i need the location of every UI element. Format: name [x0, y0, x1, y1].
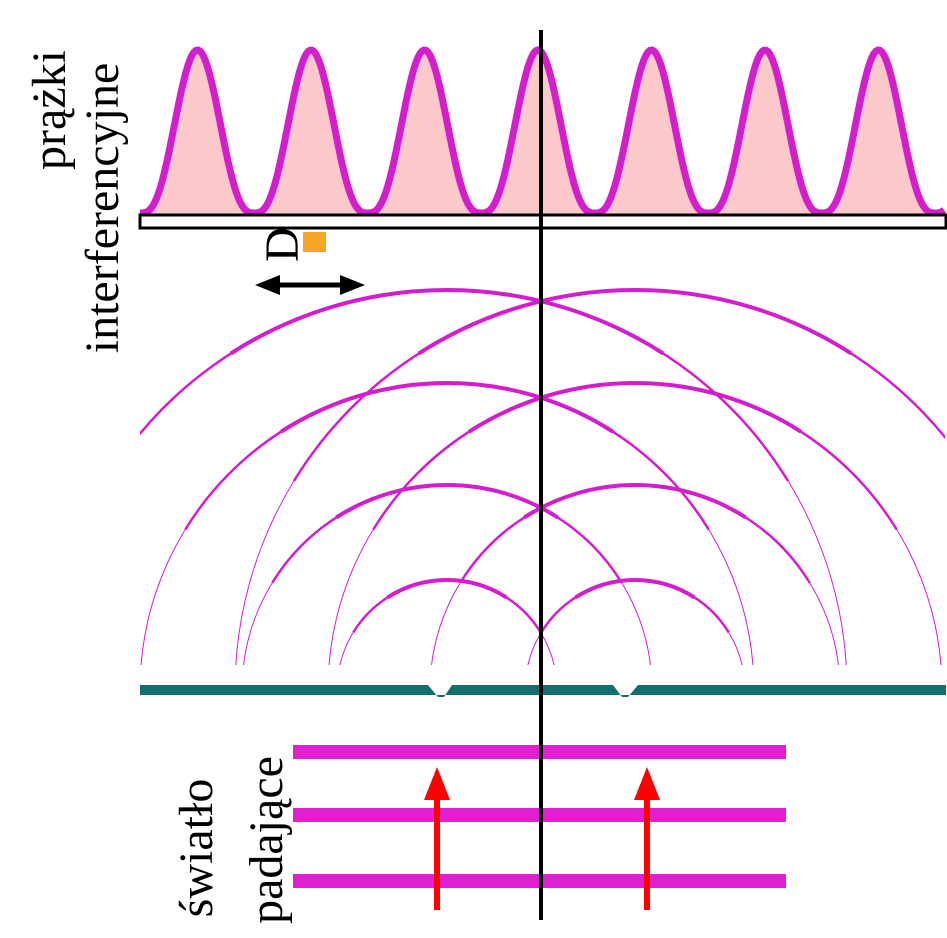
wavefront-arc — [372, 381, 898, 531]
wavefronts — [140, 288, 945, 666]
wavefront-arc — [271, 483, 623, 584]
wavefront-arc — [417, 288, 853, 356]
distance-label: D — [256, 227, 309, 262]
wavefront-arc — [243, 484, 651, 666]
wavefront-arc — [468, 381, 802, 434]
wavefront-arc — [431, 484, 839, 666]
wavefront-arc — [386, 578, 508, 600]
wavefront-arc — [574, 578, 696, 600]
wavefront-arc — [527, 579, 743, 666]
wavefront-arc — [184, 381, 710, 531]
arrow-head — [255, 275, 280, 295]
wavefront-arc — [292, 288, 945, 482]
wavefront-arc — [523, 483, 747, 520]
wavefront-arc — [280, 381, 614, 434]
fringe-label-line1: prążki — [23, 50, 76, 170]
distance-arrow — [255, 275, 365, 295]
wavefront-arc — [540, 578, 730, 634]
wavefront-arc — [328, 382, 942, 666]
arrow-head — [340, 275, 365, 295]
wavefront-arc — [459, 483, 811, 584]
wavefront-arc — [352, 578, 542, 634]
arrow-head — [424, 767, 450, 800]
fringe-label-line2: interferencyjne — [76, 63, 129, 353]
wavefront-arc — [339, 579, 555, 666]
arrow-head — [634, 767, 660, 800]
light-label-line1: światło — [170, 779, 223, 918]
marker-square — [303, 232, 326, 252]
light-label-line2: padające — [240, 756, 293, 924]
wavefront-arc — [140, 382, 754, 666]
light-direction-arrows — [424, 767, 660, 910]
wavefront-arc — [229, 288, 665, 356]
wavefront-arc — [335, 483, 559, 520]
